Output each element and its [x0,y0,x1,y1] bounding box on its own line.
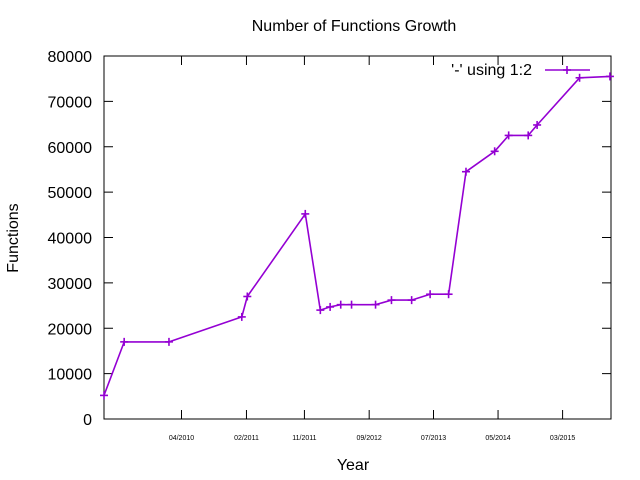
y-tick-label: 80000 [48,49,93,66]
data-point [504,131,513,140]
data-point [524,131,533,140]
data-point [490,147,499,156]
x-tick-label: 05/2014 [485,435,510,442]
data-point [347,300,356,309]
data-point [120,337,129,346]
y-tick-label: 40000 [48,231,93,248]
x-tick-label: 09/2012 [357,435,382,442]
data-point [605,72,614,81]
data-point [326,302,335,311]
x-tick-label: 07/2013 [421,435,446,442]
x-tick-label: 02/2011 [234,435,259,442]
y-tick-label: 60000 [48,140,93,157]
y-tick-label: 30000 [48,276,93,293]
x-tick-label: 03/2015 [550,435,575,442]
data-point [533,120,542,129]
y-tick-label: 10000 [48,367,93,384]
data-point [426,290,435,299]
data-point [301,209,310,218]
data-point [575,73,584,82]
data-point [237,312,246,321]
x-axis: 04/2010 02/2011 11/2011 09/2012 07/2013 05/20… [169,56,575,442]
y-tick-label: 20000 [48,321,93,338]
data-point [243,292,252,301]
y-tick-label: 0 [83,412,92,429]
x-axis-label: Year [337,457,370,474]
data-point [461,167,470,176]
y-axis-label: Functions [5,203,22,272]
data-point [407,296,416,305]
legend-entry-label: '-' using 1:2 [451,62,532,79]
data-point [164,337,173,346]
data-point [371,300,380,309]
series-group [100,72,614,400]
data-point [444,290,453,299]
legend: '-' using 1:2 [451,62,590,79]
x-tick-label: 04/2010 [169,435,194,442]
data-point [336,300,345,309]
data-point [100,391,108,400]
y-tick-label: 70000 [48,94,93,111]
plot-area-border [103,55,612,420]
data-point [316,306,325,315]
x-tick-label: 11/2011 [292,435,316,442]
y-tick-label: 50000 [48,185,93,202]
y-axis: 0 10000 20000 30000 40000 50000 60000 70000 8000… [48,49,611,429]
chart-title: Number of Functions Growth [252,18,457,35]
series-line [103,75,610,396]
data-point [387,296,396,305]
